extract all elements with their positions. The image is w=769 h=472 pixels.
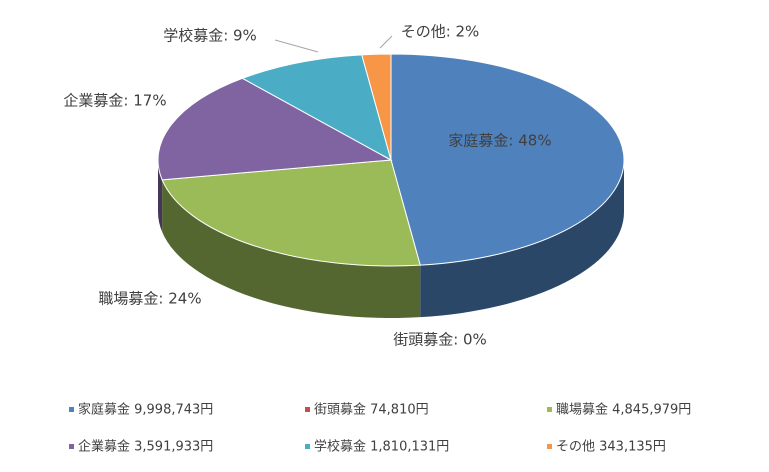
data-label: 学校募金: 9%	[163, 27, 257, 45]
legend-label: その他 343,135円	[556, 440, 666, 455]
pie-slice	[157, 77, 393, 181]
data-label: 街頭募金: 0%	[393, 331, 487, 349]
leader-line	[379, 35, 393, 49]
legend-swatch	[547, 407, 552, 412]
legend-swatch	[547, 444, 552, 449]
legend: 家庭募金 9,998,743円 街頭募金 74,810円 職場募金 4,845,97…	[69, 402, 691, 455]
legend-label: 街頭募金 74,810円	[314, 402, 429, 418]
legend-label: 学校募金 1,810,131円	[314, 439, 449, 455]
leader-line	[274, 39, 319, 53]
legend-swatch	[305, 444, 310, 449]
pie-slice	[390, 53, 625, 266]
data-label: 企業募金: 17%	[63, 92, 166, 110]
legend-label: 家庭募金 9,998,743円	[78, 402, 213, 418]
legend-swatch	[305, 407, 310, 412]
pie-tops	[157, 53, 625, 267]
data-label: その他: 2%	[401, 23, 480, 41]
data-labels: 家庭募金: 48% 街頭募金: 0% 職場募金: 24% 企業募金: 17% 学校募金:…	[63, 23, 551, 349]
pie-side	[420, 160, 624, 318]
pie-side	[162, 179, 421, 318]
legend-swatch	[69, 407, 74, 412]
data-label: 家庭募金: 48%	[448, 132, 551, 150]
data-label: 職場募金: 24%	[98, 290, 201, 308]
legend-swatch	[69, 444, 74, 449]
pie-slice	[161, 159, 421, 267]
legend-label: 企業募金 3,591,933円	[78, 439, 213, 455]
pie-slice	[241, 54, 392, 162]
pie-slice	[361, 53, 392, 161]
legend-label: 職場募金 4,845,979円	[556, 402, 691, 418]
